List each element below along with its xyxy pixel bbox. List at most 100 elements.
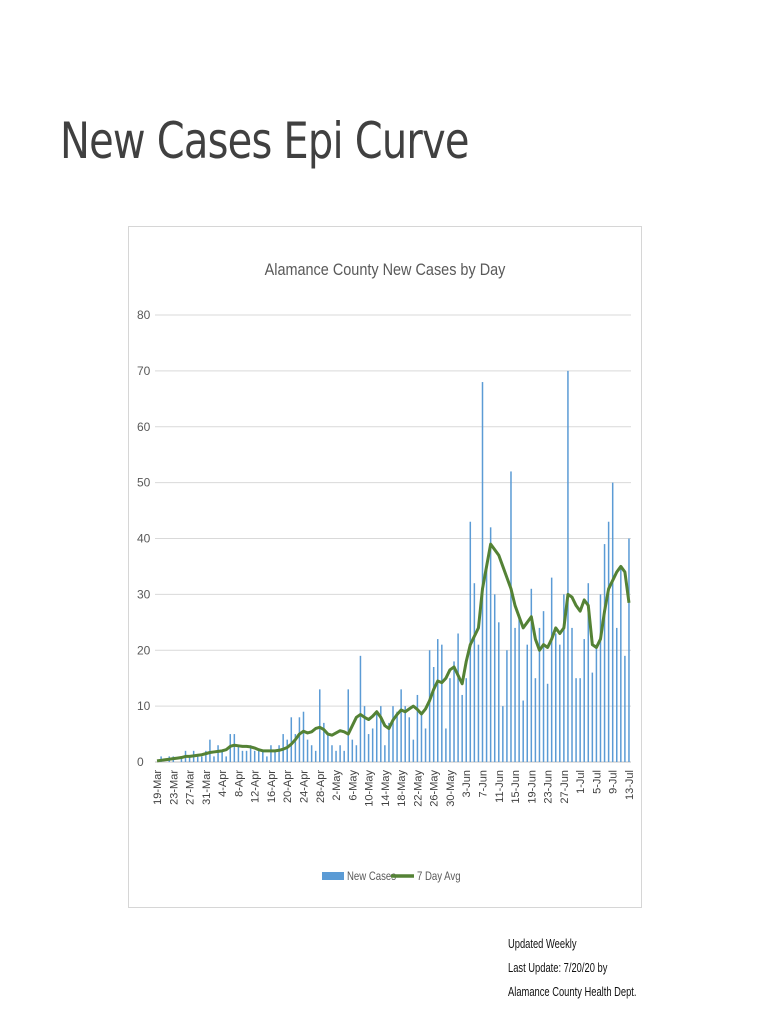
bar-new-cases [624, 655, 626, 762]
bar-new-cases [302, 711, 305, 762]
bar-new-cases [278, 745, 280, 762]
bar-new-cases [412, 739, 415, 762]
x-tick-label: 13-Jul [624, 770, 636, 800]
bar-new-cases [367, 734, 370, 762]
bar-new-cases [241, 750, 244, 762]
bar-new-cases [323, 722, 325, 762]
bar-new-cases [595, 644, 598, 762]
bar-new-cases [591, 672, 594, 762]
bar-new-cases [217, 745, 219, 762]
bar-new-cases [384, 745, 386, 762]
bar-new-cases [270, 745, 272, 762]
bar-new-cases [506, 650, 508, 762]
bar-new-cases [457, 633, 459, 762]
x-tick-label: 30-May [445, 770, 457, 807]
bar-new-cases [335, 750, 337, 762]
bar-new-cases [502, 706, 504, 762]
bar-new-cases [266, 756, 268, 762]
bar-new-cases [290, 717, 293, 762]
bar-new-cases [587, 583, 590, 762]
x-tick-label: 9-Jul [608, 770, 620, 794]
bar-new-cases [579, 678, 581, 762]
x-tick-label: 3-Jun [461, 770, 473, 798]
x-tick-label: 27-Mar [185, 770, 197, 805]
bar-series [160, 370, 630, 762]
gridlines [155, 314, 631, 763]
x-tick-label: 19-Mar [152, 770, 164, 805]
epi-curve-chart: Alamance County New Cases by Day 0 10 20 30… [137, 261, 641, 883]
bar-new-cases [188, 756, 191, 762]
bar-new-cases [380, 706, 382, 762]
x-tick-label: 6-May [347, 770, 359, 801]
bar-new-cases [607, 521, 610, 762]
line-7-day-avg [156, 542, 631, 763]
bar-new-cases [209, 739, 211, 762]
x-tick-label: 5-Jul [591, 770, 603, 794]
bar-new-cases [371, 728, 374, 762]
y-tick-label: 20 [137, 643, 151, 657]
bar-new-cases [249, 745, 252, 762]
x-tick-label: 23-Jun [543, 770, 555, 804]
x-tick-label: 7-Jun [478, 770, 490, 798]
x-tick-label: 18-May [396, 770, 408, 807]
bar-new-cases [343, 750, 345, 762]
y-axis-ticks: 0 10 20 30 40 50 60 70 80 [137, 308, 151, 769]
bar-new-cases [420, 711, 423, 762]
y-tick-label: 0 [137, 755, 144, 769]
bar-new-cases [628, 538, 630, 762]
bar-new-cases [465, 678, 467, 762]
bar-new-cases [518, 616, 520, 762]
chart-title: Alamance County New Cases by Day [265, 261, 506, 279]
bar-new-cases [432, 667, 435, 762]
x-tick-label: 1-Jul [575, 770, 587, 794]
bar-new-cases [245, 750, 248, 762]
bar-new-cases [237, 745, 240, 762]
bar-new-cases [522, 700, 524, 762]
x-axis-ticks: 19-Mar 23-Mar 27-Mar 31-Mar 4-Apr 8-Apr 12-Apr… [152, 770, 641, 807]
bar-new-cases [489, 527, 492, 762]
bar-new-cases [620, 566, 622, 762]
bar-new-cases [583, 639, 585, 762]
bar-new-cases [449, 678, 451, 762]
bar-new-cases [225, 756, 227, 762]
bar-new-cases [363, 706, 366, 762]
bar-new-cases [554, 633, 557, 762]
bar-new-cases [567, 370, 569, 762]
x-tick-label: 17-Jul [640, 770, 641, 800]
bar-new-cases [441, 644, 443, 762]
bar-new-cases [355, 745, 358, 762]
y-tick-label: 80 [137, 308, 151, 322]
bar-new-cases [485, 566, 488, 762]
bar-new-cases [306, 739, 309, 762]
bar-new-cases [510, 471, 512, 762]
bar-new-cases [286, 739, 288, 762]
bar-new-cases [408, 717, 411, 762]
bar-new-cases [314, 750, 317, 762]
x-tick-label: 28-Apr [315, 770, 327, 803]
x-tick-label: 4-Apr [217, 770, 229, 797]
bar-new-cases [559, 644, 561, 762]
bar-new-cases [375, 711, 378, 762]
x-tick-label: 20-Apr [282, 770, 294, 803]
bar-new-cases [201, 756, 203, 762]
bar-new-cases [396, 711, 398, 762]
x-tick-label: 23-Mar [168, 770, 180, 805]
bar-new-cases [481, 382, 484, 762]
bar-new-cases [205, 750, 207, 762]
y-tick-label: 30 [137, 587, 151, 601]
x-tick-label: 26-May [429, 770, 441, 807]
bar-new-cases [477, 644, 480, 762]
bar-new-cases [359, 655, 362, 762]
x-tick-label: 2-May [331, 770, 343, 801]
bar-new-cases [416, 694, 419, 762]
x-tick-label: 19-Jun [526, 770, 538, 804]
bar-new-cases [339, 745, 341, 762]
footer-line-department: Alamance County Health Dept. [508, 984, 637, 999]
x-tick-label: 12-Apr [250, 770, 262, 803]
bar-new-cases [550, 577, 553, 762]
y-tick-label: 10 [137, 699, 151, 713]
bar-new-cases [319, 689, 321, 762]
x-tick-label: 10-May [364, 770, 376, 807]
bar-new-cases [233, 734, 236, 762]
bar-new-cases [327, 734, 329, 762]
